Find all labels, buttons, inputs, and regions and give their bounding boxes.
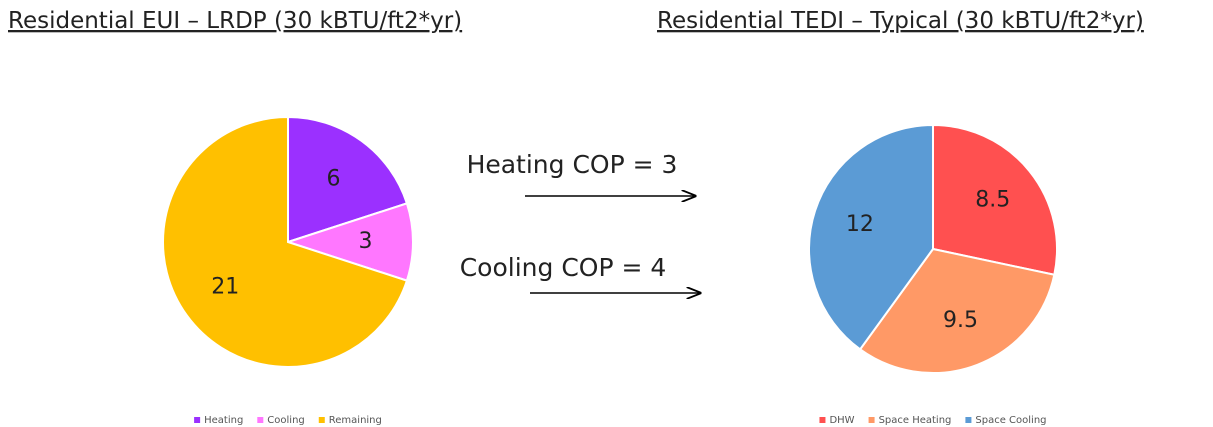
pie-slice — [858, 247, 1056, 374]
legend-swatch — [819, 417, 826, 423]
legend-label: DHW — [829, 415, 854, 426]
data-label: 3 — [359, 229, 373, 254]
pie-slice — [808, 123, 934, 351]
legend-swatch — [194, 417, 201, 423]
data-label: 6 — [327, 166, 341, 191]
chart-title: Residential EUI – LRDP (30 kBTU/ft2*yr) — [8, 8, 462, 34]
legend-swatch — [257, 417, 264, 423]
pie-slice — [162, 115, 409, 368]
legend-swatch — [318, 417, 325, 423]
legend-swatch — [868, 417, 875, 423]
data-label: 21 — [211, 275, 239, 300]
legend-label: Heating — [204, 415, 243, 426]
pie-slice — [284, 202, 414, 282]
legend-label: Remaining — [329, 415, 382, 426]
data-label: 9.5 — [943, 308, 978, 333]
legend-swatch — [965, 417, 972, 423]
pie-slice — [932, 123, 1058, 276]
chart-title: Residential TEDI – Typical (30 kBTU/ft2*… — [657, 8, 1144, 34]
legend-label: Space Heating — [879, 415, 952, 426]
data-label: 12 — [846, 212, 874, 237]
annotation: Heating COP = 3 — [467, 150, 678, 179]
annotation: Cooling COP = 4 — [460, 253, 667, 282]
data-label: 8.5 — [975, 188, 1010, 213]
pie-slice — [287, 115, 409, 244]
legend-label: Space Cooling — [975, 415, 1046, 426]
legend-label: Cooling — [267, 415, 304, 426]
